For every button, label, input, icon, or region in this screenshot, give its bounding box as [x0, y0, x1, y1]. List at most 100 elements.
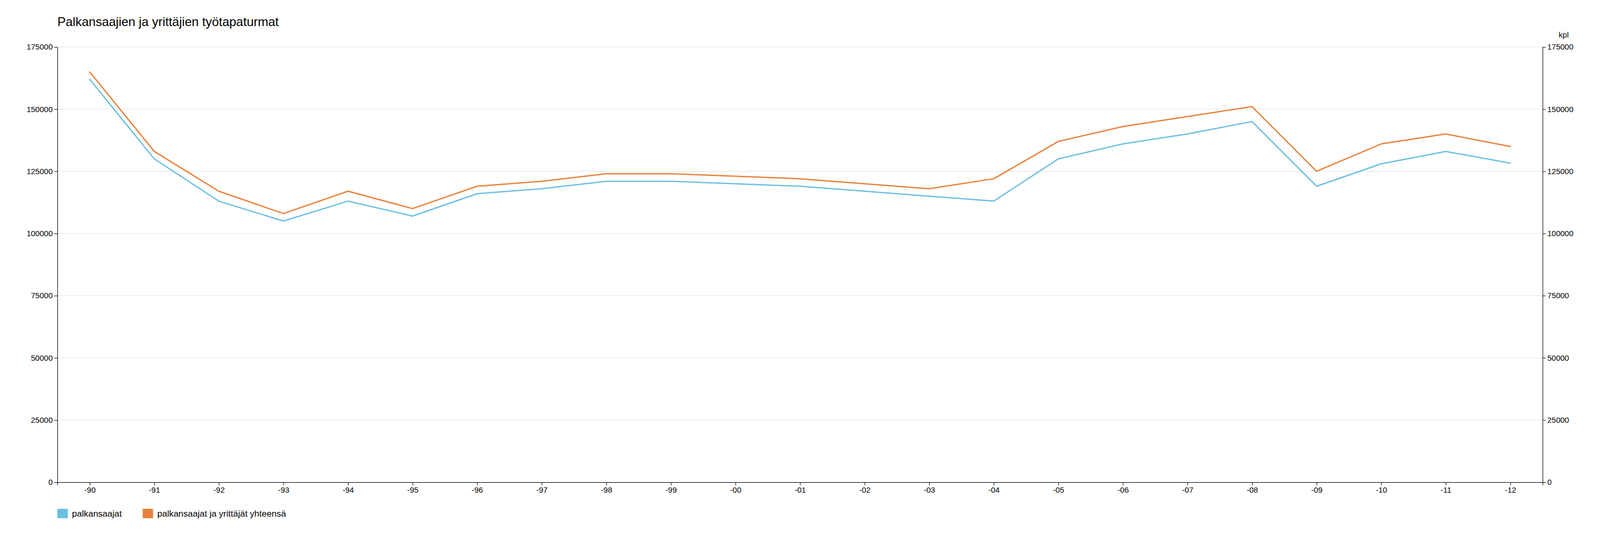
- legend-item: palkansaajat: [57, 509, 123, 520]
- tick-label: -07: [1182, 485, 1194, 495]
- tick: -02: [859, 482, 871, 495]
- grid-line: [57, 357, 1543, 359]
- tick: 75000: [30, 291, 58, 300]
- plot-area: [89, 71, 1511, 222]
- tick: -09: [1310, 482, 1323, 495]
- tick-mark: [54, 295, 58, 297]
- tick-label: 125000: [1547, 166, 1574, 176]
- grid-line: [57, 233, 1543, 234]
- tick-mark: [1542, 420, 1546, 421]
- legend-swatch: [57, 509, 68, 519]
- tick-label: 50000: [30, 353, 53, 363]
- tick: -93: [278, 482, 290, 495]
- tick-label: 150000: [1547, 104, 1574, 114]
- grid-line: [57, 295, 1543, 297]
- grid-line: [57, 109, 1543, 110]
- tick: 25000: [1542, 415, 1570, 425]
- tick-mark: [54, 420, 58, 421]
- tick-mark: [54, 46, 58, 48]
- tick: 50000: [1542, 353, 1570, 363]
- grid: [57, 46, 1543, 483]
- tick-mark: [1542, 482, 1546, 484]
- tick-label: -97: [536, 485, 548, 495]
- tick: -06: [1117, 482, 1129, 495]
- tick-mark: [1542, 46, 1546, 48]
- tick: -99: [665, 482, 678, 495]
- grid-line: [57, 419, 1543, 421]
- tick-label: -08: [1246, 485, 1259, 495]
- tick: 125000: [26, 166, 58, 176]
- tick-label: -02: [859, 485, 871, 495]
- tick-label: 50000: [1547, 353, 1570, 363]
- tick-mark: [54, 357, 58, 359]
- tick-label: -00: [729, 485, 742, 495]
- y2-axis: 0 25000 50000 75000 100000 125000 150000 175000: [1542, 42, 1574, 487]
- tick-label: -01: [794, 485, 806, 495]
- tick-label: 0: [1547, 477, 1552, 487]
- tick-mark: [54, 109, 58, 110]
- tick-mark: [1542, 171, 1546, 173]
- tick-label: -03: [923, 485, 936, 495]
- tick-label: -93: [278, 485, 290, 495]
- tick: -12: [1505, 482, 1517, 495]
- legend-label: palkansaajat: [71, 509, 123, 520]
- tick-label: 75000: [30, 291, 53, 300]
- tick: -91: [148, 482, 161, 495]
- tick: -94: [342, 482, 355, 495]
- axis-line: [54, 47, 58, 484]
- tick-label: -10: [1375, 485, 1388, 495]
- tick: 175000: [26, 42, 58, 52]
- tick-label: -95: [406, 485, 419, 495]
- tick-label: -09: [1310, 485, 1323, 495]
- tick: 150000: [1542, 104, 1574, 114]
- tick-label: 175000: [26, 42, 53, 52]
- tick-label: 75000: [1547, 291, 1570, 300]
- tick: 0: [48, 477, 58, 487]
- title: Palkansaajien ja yrittäjien työtapaturma…: [57, 14, 280, 29]
- tick-label: 175000: [1547, 42, 1574, 52]
- legend-item: palkansaajat ja yrittäjät yhteensä: [142, 509, 286, 520]
- tick-label: 150000: [26, 104, 53, 114]
- chart: -90 -91 -92 -93 -94 -95 -96 -97 -98 -99 -00 -01 -02 -…: [0, 0, 1600, 550]
- tick-label: -98: [600, 485, 613, 495]
- tick-label: -90: [84, 485, 96, 495]
- tick: 150000: [26, 104, 58, 114]
- tick: -11: [1440, 482, 1452, 495]
- y-axis: 0250005000075000100000125000150000175000: [26, 42, 58, 487]
- tick: -00: [729, 482, 742, 495]
- tick-mark: [54, 482, 58, 484]
- tick-mark: [54, 171, 58, 173]
- tick-label: 0: [48, 477, 53, 487]
- tick: 50000: [30, 353, 58, 363]
- tick-label: 125000: [26, 166, 53, 176]
- series-line: [89, 71, 1511, 214]
- tick: -96: [471, 482, 484, 495]
- series-line: [89, 79, 1511, 222]
- tick-label: -91: [148, 485, 161, 495]
- tick-label: -94: [342, 485, 355, 495]
- tick: 175000: [1542, 42, 1574, 52]
- tick-label: -96: [471, 485, 484, 495]
- tick-label: -05: [1052, 485, 1065, 495]
- grid-line: [57, 46, 1543, 48]
- tick: 75000: [1542, 291, 1570, 300]
- tick-label: 100000: [1547, 229, 1574, 238]
- tick: 100000: [26, 229, 58, 238]
- tick: -97: [536, 482, 548, 495]
- tick-label: -11: [1440, 485, 1452, 495]
- tick-mark: [1542, 357, 1546, 359]
- tick: -10: [1375, 482, 1388, 495]
- axis-label: kpl: [1558, 30, 1569, 40]
- tick-label: -92: [213, 485, 225, 495]
- tick: -01: [794, 482, 806, 495]
- tick-mark: [1542, 295, 1546, 297]
- tick: -95: [406, 482, 419, 495]
- tick-label: 25000: [1547, 415, 1570, 425]
- tick: -92: [213, 482, 225, 495]
- x-axis: -90 -91 -92 -93 -94 -95 -96 -97 -98 -99 -00 -01 -02 -…: [57, 482, 1544, 495]
- tick: -04: [988, 482, 1001, 495]
- tick: 0: [1542, 477, 1552, 487]
- tick: -90: [84, 482, 96, 495]
- tick: -98: [600, 482, 613, 495]
- tick-mark: [1542, 109, 1546, 110]
